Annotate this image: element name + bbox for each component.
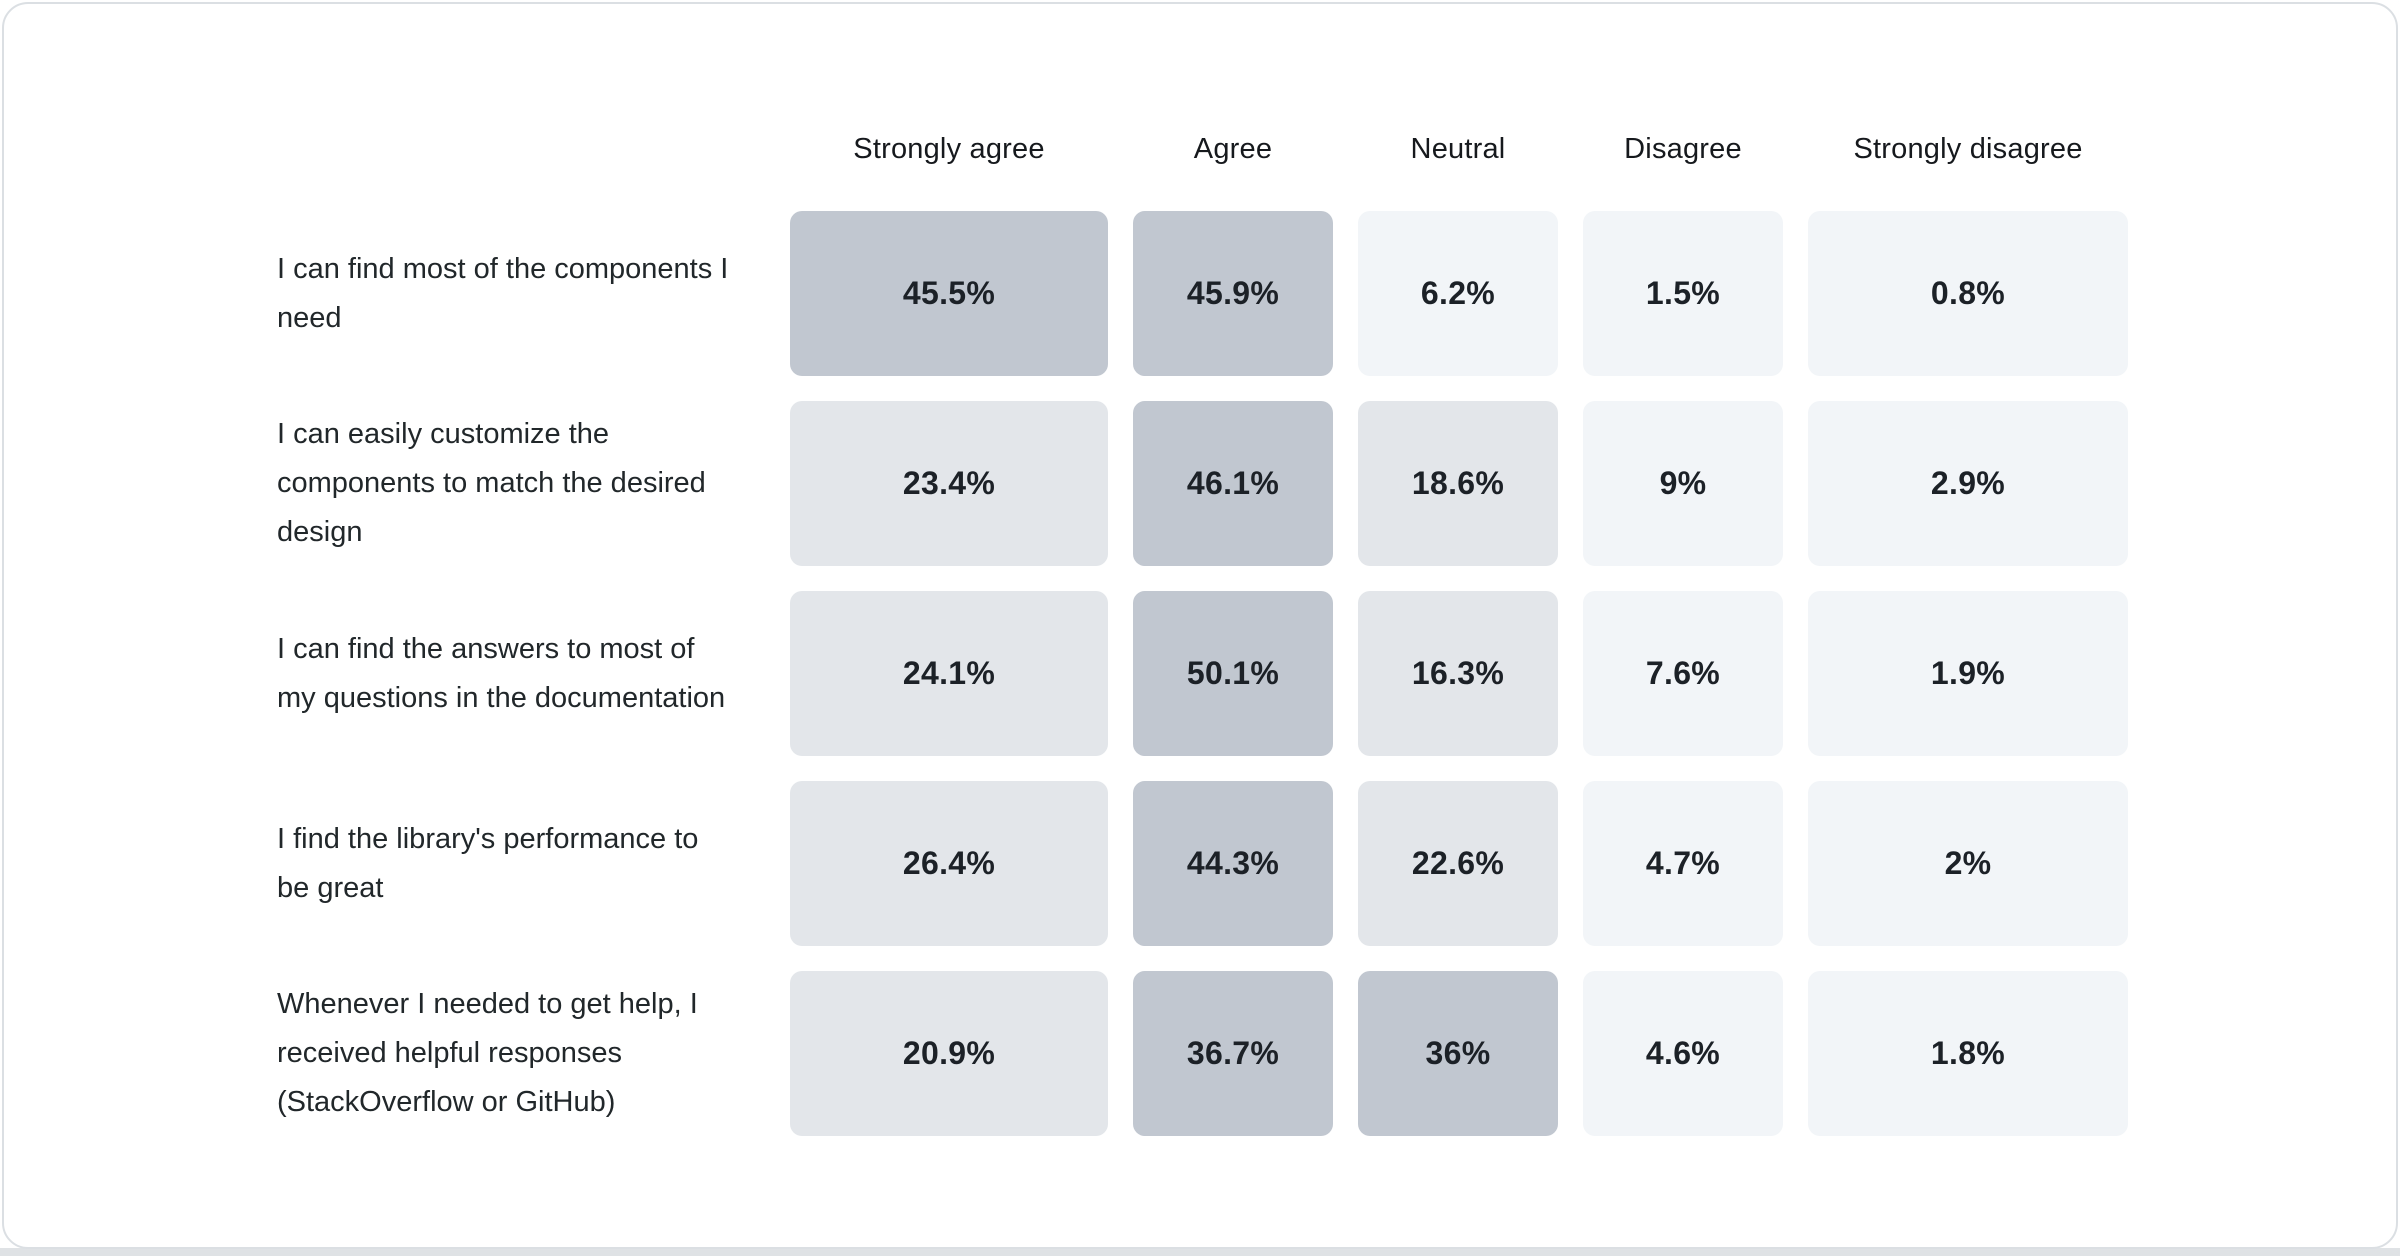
heatmap-cell: 50.1% <box>1133 591 1333 756</box>
heatmap-cell: 4.7% <box>1583 781 1783 946</box>
heatmap-cell: 24.1% <box>790 591 1108 756</box>
column-header-strongly-agree: Strongly agree <box>853 132 1045 165</box>
column-header-strongly-disagree: Strongly disagree <box>1853 132 2083 165</box>
heatmap-cell: 26.4% <box>790 781 1108 946</box>
column-header-disagree: Disagree <box>1624 132 1742 165</box>
row-label: I find the library's performance to be g… <box>277 822 699 904</box>
heatmap-cell: 18.6% <box>1358 401 1558 566</box>
heatmap-cell: 4.6% <box>1583 971 1783 1136</box>
window-bottom-edge <box>0 1248 2400 1256</box>
column-header-agree: Agree <box>1193 132 1273 165</box>
likert-heatmap-table: Strongly agree Agree Neutral Disagree Strong… <box>4 4 2396 1136</box>
row-label: Whenever I needed to get help, I receive… <box>277 988 698 1118</box>
heatmap-cell: 23.4% <box>790 401 1108 566</box>
heatmap-cell: 46.1% <box>1133 401 1333 566</box>
heatmap-cell: 2% <box>1808 781 2128 946</box>
heatmap-cell: 16.3% <box>1358 591 1558 756</box>
heatmap-cell: 1.9% <box>1808 591 2128 756</box>
column-header-neutral: Neutral <box>1410 132 1506 165</box>
heatmap-cell: 1.5% <box>1583 211 1783 376</box>
row-label: I can easily customize the components to… <box>277 418 706 548</box>
heatmap-cell: 2.9% <box>1808 401 2128 566</box>
heatmap-cell: 1.8% <box>1808 971 2128 1136</box>
heatmap-cell: 36.7% <box>1133 971 1333 1136</box>
heatmap-cell: 45.9% <box>1133 211 1333 376</box>
heatmap-cell: 36% <box>1358 971 1558 1136</box>
table-corner-spacer <box>277 112 765 186</box>
heatmap-cell: 9% <box>1583 401 1783 566</box>
heatmap-cell: 44.3% <box>1133 781 1333 946</box>
row-label: I can find most of the components I need <box>277 252 729 334</box>
row-label: I can find the answers to most of my que… <box>277 632 726 714</box>
heatmap-cell: 7.6% <box>1583 591 1783 756</box>
heatmap-cell: 0.8% <box>1808 211 2128 376</box>
heatmap-cell: 22.6% <box>1358 781 1558 946</box>
heatmap-cell: 6.2% <box>1358 211 1558 376</box>
heatmap-cell: 20.9% <box>790 971 1108 1136</box>
heatmap-cell: 45.5% <box>790 211 1108 376</box>
